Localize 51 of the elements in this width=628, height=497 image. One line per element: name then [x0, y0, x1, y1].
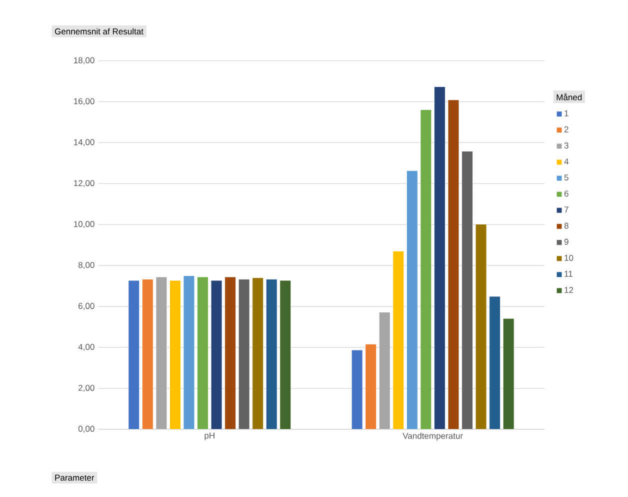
bar	[406, 170, 418, 430]
y-tick-label: 2,00	[78, 384, 94, 392]
bar	[351, 350, 363, 430]
bar	[475, 224, 487, 430]
legend-label: 10	[564, 254, 574, 262]
bar	[489, 296, 500, 430]
y-tick-label: 16,00	[74, 98, 94, 106]
x-tick-label: Vandtemperatur	[402, 432, 463, 441]
bar	[156, 276, 168, 430]
bar	[392, 251, 404, 430]
y-tick-label: 4,00	[78, 344, 94, 352]
legend-label: 7	[564, 206, 568, 213]
legend-label: 8	[564, 222, 568, 229]
legend-label: 11	[564, 271, 572, 277]
bar	[142, 279, 154, 430]
y-tick-label: 10,00	[74, 221, 94, 228]
legend-label: 3	[564, 142, 568, 149]
bar	[266, 279, 278, 430]
y-tick-label: 6,00	[78, 303, 94, 310]
y-tick-label: 0,00	[78, 426, 94, 433]
bar	[420, 110, 432, 430]
bar	[378, 312, 390, 430]
text: Parameter	[55, 474, 94, 481]
x-tick-label: pH	[204, 432, 214, 440]
bar	[252, 278, 264, 430]
bar	[128, 280, 140, 430]
bar	[280, 280, 292, 430]
bar	[224, 276, 236, 430]
legend-label: 9	[564, 238, 568, 245]
bar	[183, 276, 195, 430]
bar	[238, 279, 250, 430]
bar	[197, 276, 208, 430]
bar	[170, 280, 181, 430]
bar	[210, 280, 222, 430]
legend-label: 6	[564, 190, 568, 197]
legend-label: 12	[564, 287, 574, 294]
bar	[365, 344, 377, 430]
bar	[462, 151, 473, 430]
y-tick-label: 18,00	[74, 57, 94, 64]
legend-label: 1	[564, 110, 568, 116]
bar	[448, 100, 460, 430]
legend-label: 4	[564, 158, 569, 165]
legend-label: 5	[564, 174, 568, 181]
y-tick-label: 12,00	[74, 180, 94, 188]
bar	[434, 86, 446, 430]
text: Gennemsnit af Resultat	[54, 28, 144, 35]
y-tick-label: 14,00	[74, 139, 94, 146]
bar	[502, 318, 514, 430]
legend-label: 2	[564, 126, 568, 132]
y-tick-label: 8,00	[78, 262, 94, 270]
legend-title: Måned	[556, 94, 582, 100]
